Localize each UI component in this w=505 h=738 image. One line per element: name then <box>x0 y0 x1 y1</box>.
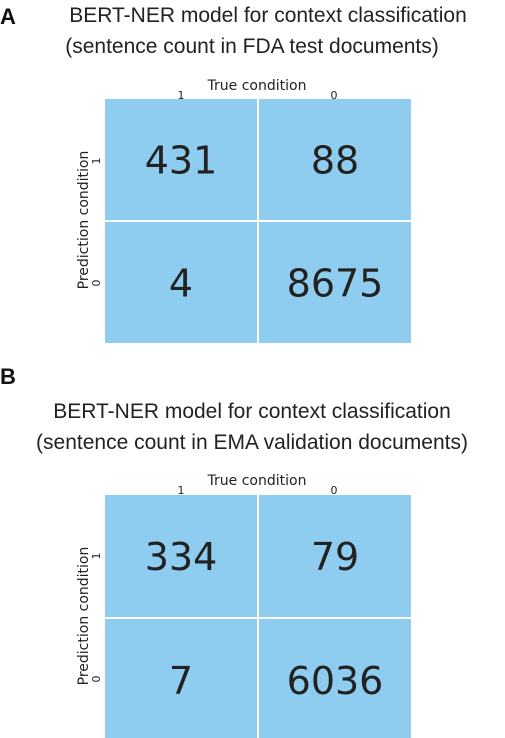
panel-a-y-tick-1: 1 <box>90 158 103 165</box>
panel-b-y-tick-1: 1 <box>90 553 103 560</box>
panel-b-title-line1: BERT-NER model for context classificatio… <box>53 400 451 423</box>
panel-a-cell-r1-c0 <box>105 222 257 343</box>
panel-a-cell-r0-c0 <box>105 99 257 220</box>
panel-b-x-tick-0: 0 <box>331 484 338 497</box>
panel-a-cells: 431 88 4 8675 <box>105 99 411 343</box>
panel-a-letter: A <box>0 4 16 29</box>
panel-a-x-axis-label: True condition <box>207 78 307 94</box>
panel-b-cell-r1-c1 <box>259 619 411 738</box>
panel-a-x-tick-0: 0 <box>331 89 338 102</box>
panel-b-x-tick-1: 1 <box>178 484 185 497</box>
panel-b-cell-value-r1-c0: 7 <box>169 659 193 703</box>
panel-a-x-tick-1: 1 <box>178 89 185 102</box>
panel-b-title-line2: (sentence count in EMA validation docume… <box>36 431 468 454</box>
panel-a-title-line1: BERT-NER model for context classificatio… <box>69 4 467 27</box>
panel-b-cell-r0-c1 <box>259 495 411 617</box>
panel-a-title-line2: (sentence count in FDA test documents) <box>65 35 439 58</box>
panel-b-cell-r1-c0 <box>105 619 257 738</box>
panel-b-letter: B <box>0 364 16 389</box>
panel-b-y-tick-0: 0 <box>90 676 103 683</box>
panel-a-y-axis-label: Prediction condition <box>76 151 92 290</box>
panel-a: A BERT-NER model for context classificat… <box>0 4 467 343</box>
panel-a-cell-value-r0-c1: 88 <box>311 139 359 183</box>
panel-a-cell-r1-c1 <box>259 222 411 343</box>
panel-b-cells: 334 79 7 6036 <box>105 495 411 738</box>
panel-b-cell-r0-c0 <box>105 495 257 617</box>
panel-b-cell-value-r1-c1: 6036 <box>287 659 384 703</box>
panel-a-cell-value-r1-c0: 4 <box>169 262 193 306</box>
panel-a-y-tick-0: 0 <box>90 280 103 287</box>
panel-b-y-axis-label: Prediction condition <box>76 547 92 686</box>
panel-b: B BERT-NER model for context classificat… <box>0 364 468 738</box>
panel-a-cell-value-r0-c0: 431 <box>145 139 218 183</box>
panel-b-cell-value-r0-c1: 79 <box>311 535 359 579</box>
panel-a-cell-r0-c1 <box>259 99 411 220</box>
panel-b-x-axis-label: True condition <box>207 473 307 489</box>
panel-a-cell-value-r1-c1: 8675 <box>287 262 384 306</box>
panel-b-cell-value-r0-c0: 334 <box>145 535 218 579</box>
